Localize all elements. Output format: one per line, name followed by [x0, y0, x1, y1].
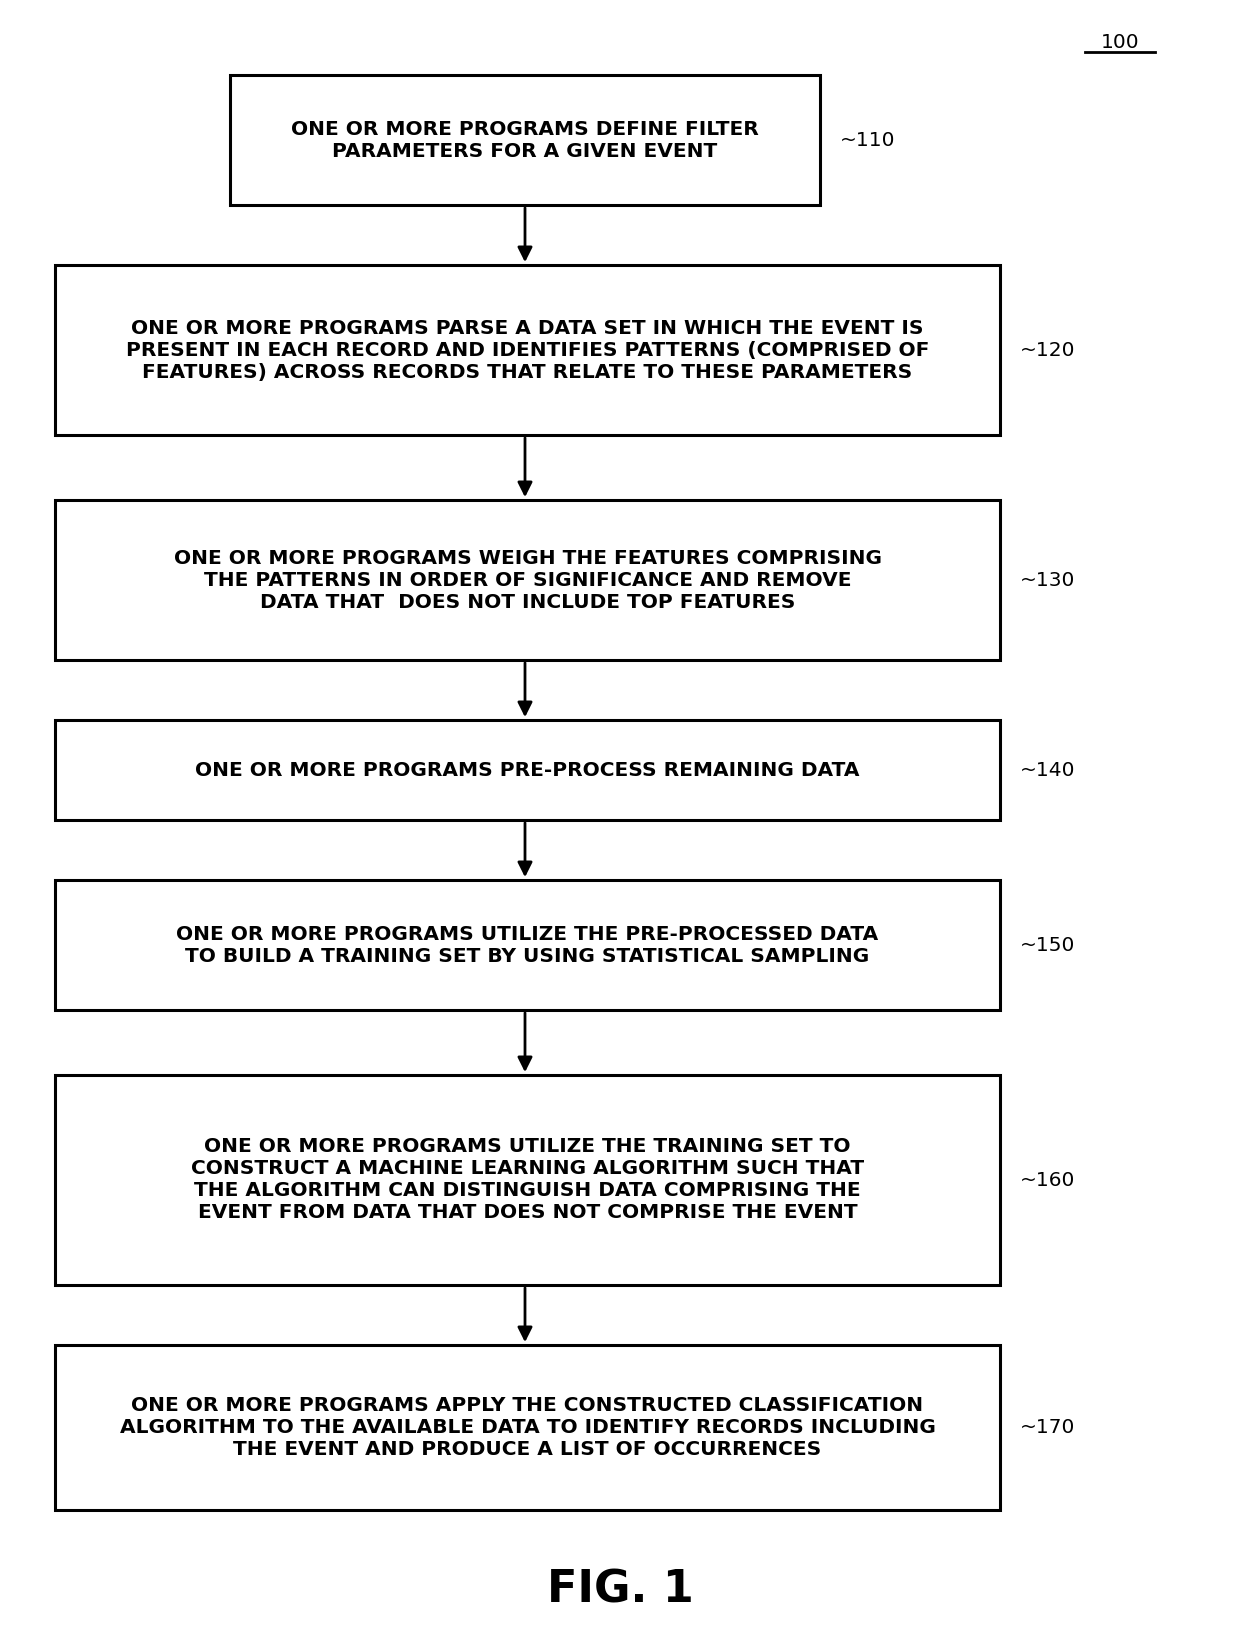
Text: ONE OR MORE PROGRAMS APPLY THE CONSTRUCTED CLASSIFICATION
ALGORITHM TO THE AVAIL: ONE OR MORE PROGRAMS APPLY THE CONSTRUCT…: [119, 1396, 935, 1458]
Text: ONE OR MORE PROGRAMS PRE-PROCESS REMAINING DATA: ONE OR MORE PROGRAMS PRE-PROCESS REMAINI…: [195, 760, 859, 780]
Text: ONE OR MORE PROGRAMS DEFINE FILTER
PARAMETERS FOR A GIVEN EVENT: ONE OR MORE PROGRAMS DEFINE FILTER PARAM…: [291, 120, 759, 160]
FancyBboxPatch shape: [55, 1345, 999, 1510]
Text: ~110: ~110: [839, 130, 895, 150]
Text: ~130: ~130: [1021, 570, 1075, 590]
Text: FIG. 1: FIG. 1: [547, 1569, 693, 1612]
Text: 100: 100: [1101, 33, 1140, 51]
Text: ~170: ~170: [1021, 1417, 1075, 1437]
FancyBboxPatch shape: [55, 880, 999, 1010]
Text: ~160: ~160: [1021, 1170, 1075, 1190]
Text: ~120: ~120: [1021, 341, 1075, 359]
FancyBboxPatch shape: [55, 499, 999, 659]
FancyBboxPatch shape: [229, 76, 820, 204]
FancyBboxPatch shape: [55, 265, 999, 435]
Text: ~140: ~140: [1021, 760, 1075, 780]
FancyBboxPatch shape: [55, 1074, 999, 1285]
Text: ~150: ~150: [1021, 936, 1075, 954]
FancyBboxPatch shape: [55, 720, 999, 821]
Text: ONE OR MORE PROGRAMS PARSE A DATA SET IN WHICH THE EVENT IS
PRESENT IN EACH RECO: ONE OR MORE PROGRAMS PARSE A DATA SET IN…: [125, 318, 929, 381]
Text: ONE OR MORE PROGRAMS UTILIZE THE TRAINING SET TO
CONSTRUCT A MACHINE LEARNING AL: ONE OR MORE PROGRAMS UTILIZE THE TRAININ…: [191, 1137, 864, 1223]
Text: ONE OR MORE PROGRAMS UTILIZE THE PRE-PROCESSED DATA
TO BUILD A TRAINING SET BY U: ONE OR MORE PROGRAMS UTILIZE THE PRE-PRO…: [176, 925, 879, 966]
Text: ONE OR MORE PROGRAMS WEIGH THE FEATURES COMPRISING
THE PATTERNS IN ORDER OF SIGN: ONE OR MORE PROGRAMS WEIGH THE FEATURES …: [174, 549, 882, 611]
